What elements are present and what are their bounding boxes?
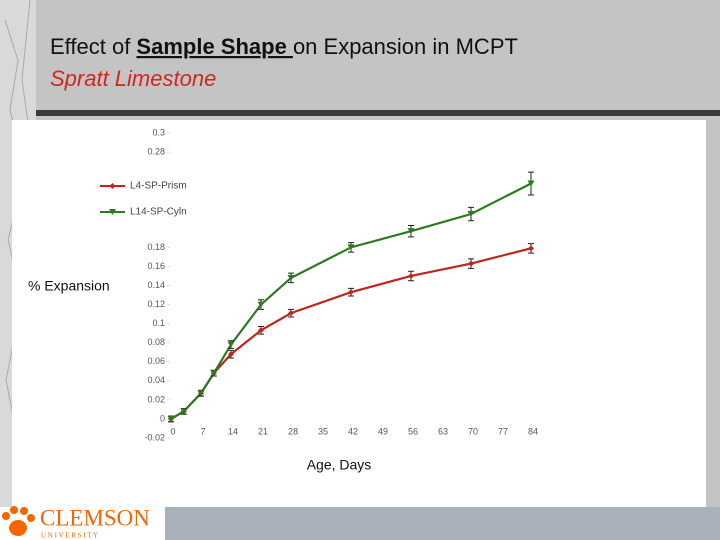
- logo-sub: U N I V E R S I T Y: [41, 532, 98, 540]
- marker: [528, 245, 534, 252]
- marker: [468, 260, 474, 267]
- marker: [258, 327, 264, 334]
- marker: [210, 370, 218, 377]
- x-tick-label: 28: [288, 426, 298, 436]
- title-rule: [36, 110, 720, 116]
- marker: [227, 341, 235, 348]
- legend-label: L14-SP-Cyln: [130, 207, 187, 218]
- title-part: Sample Shape: [136, 34, 293, 59]
- x-tick-label: 63: [438, 426, 448, 436]
- marker: [180, 408, 188, 415]
- legend-marker: [109, 209, 116, 215]
- slide-subtitle: Spratt Limestone: [50, 66, 216, 91]
- x-tick-label: 42: [348, 426, 358, 436]
- x-tick-label: 21: [258, 426, 268, 436]
- x-tick-label: 84: [528, 426, 538, 436]
- marker: [347, 244, 355, 251]
- y-axis-label: % Expansion: [28, 278, 110, 294]
- x-tick-label: 0: [170, 426, 175, 436]
- y-tick-label: 0: [160, 413, 165, 423]
- y-tick-label: 0.06: [147, 356, 165, 366]
- x-tick-label: 7: [200, 426, 205, 436]
- marker: [408, 272, 414, 279]
- x-tick-label: 35: [318, 426, 328, 436]
- marker: [407, 228, 415, 235]
- marker: [197, 390, 205, 397]
- marker: [228, 351, 234, 358]
- x-tick-label: 14: [228, 426, 238, 436]
- y-tick-label: 0.28: [147, 146, 165, 156]
- marker: [467, 211, 475, 218]
- y-tick-label: 0.04: [147, 375, 165, 385]
- marker: [257, 301, 265, 308]
- marker: [348, 289, 354, 296]
- marker: [288, 310, 294, 317]
- y-tick-label: 0.08: [147, 337, 165, 347]
- paw-logo: [2, 506, 35, 536]
- y-tick-label: -0.02: [144, 432, 165, 442]
- x-tick-label: 49: [378, 426, 388, 436]
- logo-name: CLEMSON: [40, 505, 150, 530]
- y-tick-label: 0.02: [147, 394, 165, 404]
- y-tick-label: 0.1: [152, 318, 165, 328]
- x-tick-label: 56: [408, 426, 418, 436]
- y-tick-label: 0.12: [147, 299, 165, 309]
- x-axis-label: Age, Days: [307, 457, 372, 473]
- y-tick-label: 0.3: [152, 127, 165, 137]
- slide-title: Effect of Sample Shape on Expansion in M…: [50, 34, 518, 59]
- title-part: on Expansion in MCPT: [293, 34, 518, 59]
- legend: [95, 170, 220, 226]
- marker: [167, 415, 175, 422]
- legend-label: L4-SP-Prism: [130, 181, 187, 192]
- y-tick-label: 0.16: [147, 261, 165, 271]
- legend-marker: [109, 183, 116, 189]
- y-tick-label: 0.14: [147, 280, 165, 290]
- y-tick-label: 0.18: [147, 242, 165, 252]
- title-part: Effect of: [50, 34, 136, 59]
- marker: [287, 274, 295, 281]
- marker: [527, 180, 535, 187]
- x-tick-label: 70: [468, 426, 478, 436]
- x-tick-label: 77: [498, 426, 508, 436]
